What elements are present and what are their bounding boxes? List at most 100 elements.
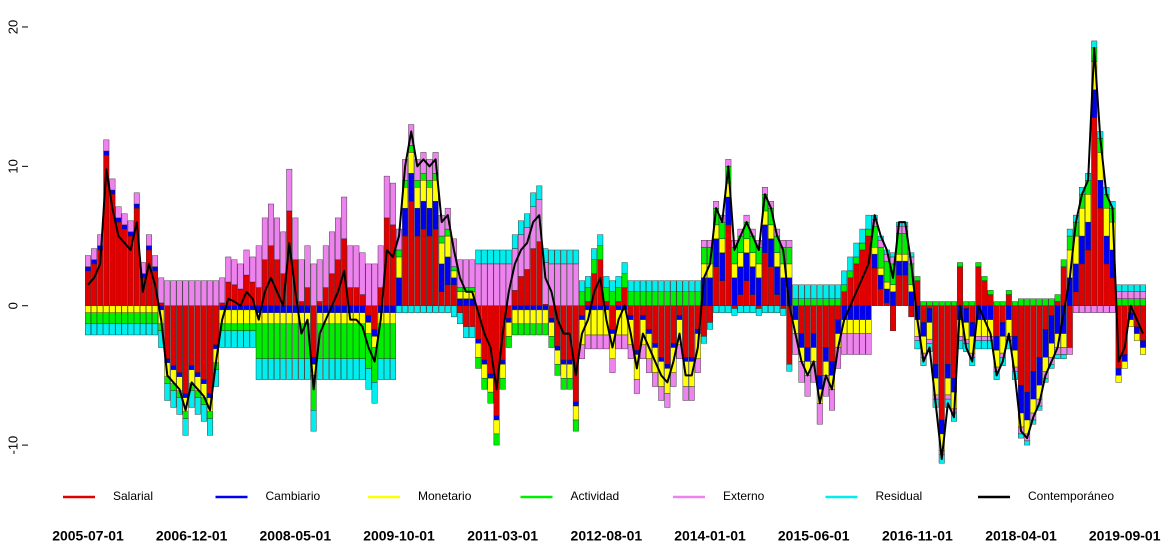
bar-segment: [920, 305, 927, 323]
bar-segment: [1036, 305, 1043, 358]
bar-segment: [755, 308, 762, 316]
bar-segment: [511, 323, 518, 336]
bar-segment: [1011, 305, 1018, 337]
bar-segment: [335, 358, 341, 380]
bar-segment: [1121, 291, 1128, 299]
bar-segment: [438, 263, 445, 292]
bar-segment: [646, 329, 652, 334]
bar-segment: [1005, 290, 1012, 295]
bar-segment: [749, 266, 756, 295]
bar-segment: [548, 336, 555, 348]
bar-segment: [591, 309, 598, 336]
bar-segment: [389, 358, 396, 380]
bar-segment: [152, 255, 159, 267]
bar-segment: [579, 305, 585, 316]
bar-segment: [85, 305, 91, 313]
bar-segment: [743, 214, 750, 223]
bar-segment: [1079, 263, 1085, 306]
bar-segment: [225, 330, 232, 348]
bar-segment: [499, 359, 506, 365]
bar-segment: [688, 291, 695, 306]
bar-segment: [841, 291, 848, 306]
bar-segment: [560, 377, 567, 390]
bar-segment: [755, 277, 762, 306]
bar-segment: [219, 277, 226, 304]
bar-segment: [237, 323, 244, 332]
bar-segment: [938, 305, 945, 421]
bar-segment: [1011, 336, 1018, 351]
bar-segment: [225, 309, 232, 325]
bar-segment: [365, 305, 372, 316]
bar-segment: [1097, 305, 1104, 313]
bar-segment: [103, 150, 110, 156]
bar-segment: [798, 284, 805, 299]
bar-segment: [530, 192, 537, 207]
bar-segment: [871, 267, 878, 306]
bar-segment: [908, 291, 915, 306]
bar-segment: [560, 364, 567, 379]
bar-segment: [1097, 207, 1104, 306]
bar-segment: [731, 305, 738, 309]
bar-segment: [877, 288, 884, 306]
bar-segment: [121, 312, 128, 325]
bar-segment: [572, 405, 579, 421]
bar-segment: [188, 280, 195, 306]
bar-segment: [761, 187, 768, 195]
bar-segment: [621, 273, 628, 288]
bar-segment: [463, 291, 470, 299]
bar-segment: [268, 358, 274, 380]
bar-segment: [103, 323, 110, 336]
bar-segment: [804, 284, 811, 299]
bar-segment: [85, 266, 91, 272]
bar-segment: [274, 305, 280, 313]
bar-segment: [347, 358, 354, 380]
bar-segment: [231, 330, 238, 348]
bar-segment: [883, 288, 890, 304]
bar-segment: [798, 298, 805, 306]
bar-segment: [1072, 291, 1079, 306]
bar-segment: [316, 305, 323, 313]
bar-segment: [810, 347, 817, 362]
bar-segment: [182, 411, 189, 419]
bar-segment: [304, 358, 311, 380]
bar-segment: [835, 298, 842, 306]
bar-segment: [670, 280, 677, 292]
bar-segment: [700, 240, 707, 248]
bar-segment: [420, 228, 427, 306]
bar-segment: [213, 305, 220, 345]
bar-segment: [975, 336, 982, 341]
bar-segment: [396, 305, 402, 313]
bar-segment: [780, 277, 787, 306]
bar-segment: [603, 276, 610, 288]
bar-segment: [243, 305, 250, 311]
bar-segment: [200, 280, 207, 306]
bar-segment: [97, 234, 104, 246]
bar-segment: [664, 280, 671, 292]
bar-segment: [511, 290, 518, 306]
bar-segment: [487, 373, 494, 379]
bar-segment: [658, 386, 665, 401]
bar-segment: [194, 397, 201, 415]
bar-segment: [798, 305, 805, 334]
bar-segment: [737, 294, 744, 306]
bar-segment: [207, 280, 213, 306]
bar-segment: [450, 270, 457, 279]
bar-segment: [243, 330, 250, 348]
bar-segment: [127, 231, 134, 237]
bar-segment: [396, 277, 402, 306]
bar-segment: [383, 305, 390, 313]
bar-segment: [1048, 315, 1055, 344]
bar-segment: [286, 168, 293, 212]
bar-segment: [932, 364, 939, 379]
bar-segment: [316, 259, 323, 302]
bar-segment: [359, 312, 366, 325]
bar-segment: [707, 305, 713, 323]
bar-segment: [91, 312, 98, 325]
bar-segment: [1036, 298, 1043, 306]
bar-segment: [926, 322, 933, 340]
bar-segment: [341, 196, 348, 240]
bar-segment: [530, 323, 537, 336]
bar-segment: [786, 263, 793, 279]
bar-segment: [316, 358, 323, 380]
